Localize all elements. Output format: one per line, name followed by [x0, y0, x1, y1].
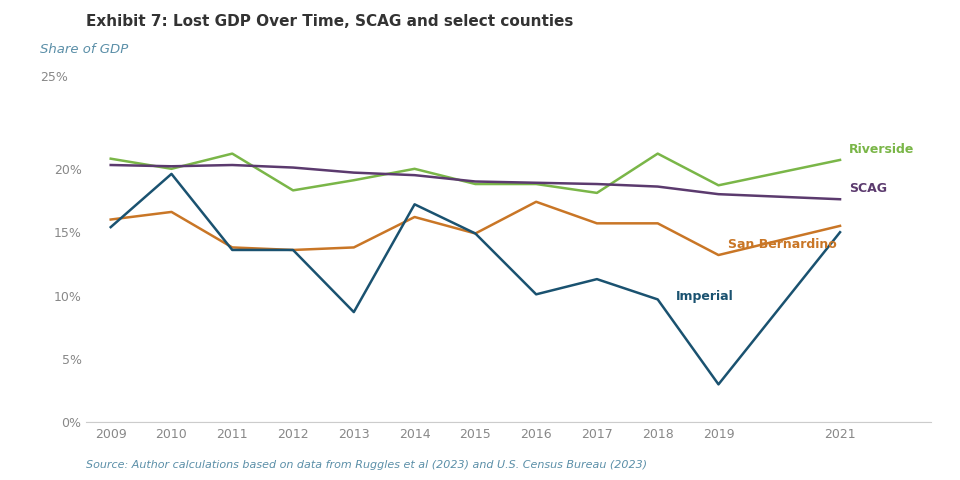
Text: Source: Author calculations based on data from Ruggles et al (2023) and U.S. Cen: Source: Author calculations based on dat…	[86, 460, 648, 470]
Text: SCAG: SCAG	[850, 182, 887, 195]
Text: Riverside: Riverside	[850, 143, 915, 156]
Text: Share of GDP: Share of GDP	[40, 43, 129, 56]
Text: San Bernardino: San Bernardino	[728, 238, 836, 251]
Text: Imperial: Imperial	[676, 290, 733, 303]
Text: 25%: 25%	[40, 71, 68, 84]
Text: Exhibit 7: Lost GDP Over Time, SCAG and select counties: Exhibit 7: Lost GDP Over Time, SCAG and …	[86, 14, 574, 29]
